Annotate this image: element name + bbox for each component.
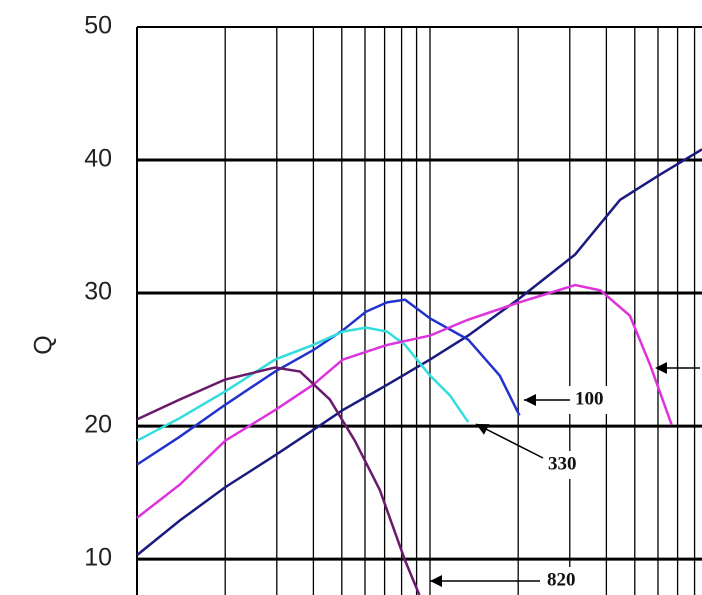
arrow-head — [476, 424, 490, 435]
y-axis-label: Q — [30, 335, 58, 354]
label-mask — [542, 451, 590, 479]
series-line — [136, 148, 702, 557]
y-tick-label: 20 — [84, 411, 112, 439]
annotation-arrow — [475, 423, 544, 459]
y-tick-label: 50 — [84, 12, 112, 40]
y-tick-label: 10 — [84, 544, 112, 572]
arrow-head — [655, 362, 667, 374]
label-mask — [569, 386, 617, 414]
series-label: 330 — [548, 453, 577, 474]
y-tick-label: 30 — [84, 278, 112, 306]
series-label: 100 — [575, 388, 604, 409]
series-label: 820 — [547, 569, 576, 590]
arrow-head — [524, 394, 536, 406]
series-line — [136, 326, 470, 442]
series-line — [136, 283, 673, 519]
y-tick-label: 40 — [84, 145, 112, 173]
series-line — [136, 366, 421, 595]
series-line — [136, 298, 521, 466]
arrow-head — [430, 575, 442, 587]
label-mask — [541, 567, 589, 595]
